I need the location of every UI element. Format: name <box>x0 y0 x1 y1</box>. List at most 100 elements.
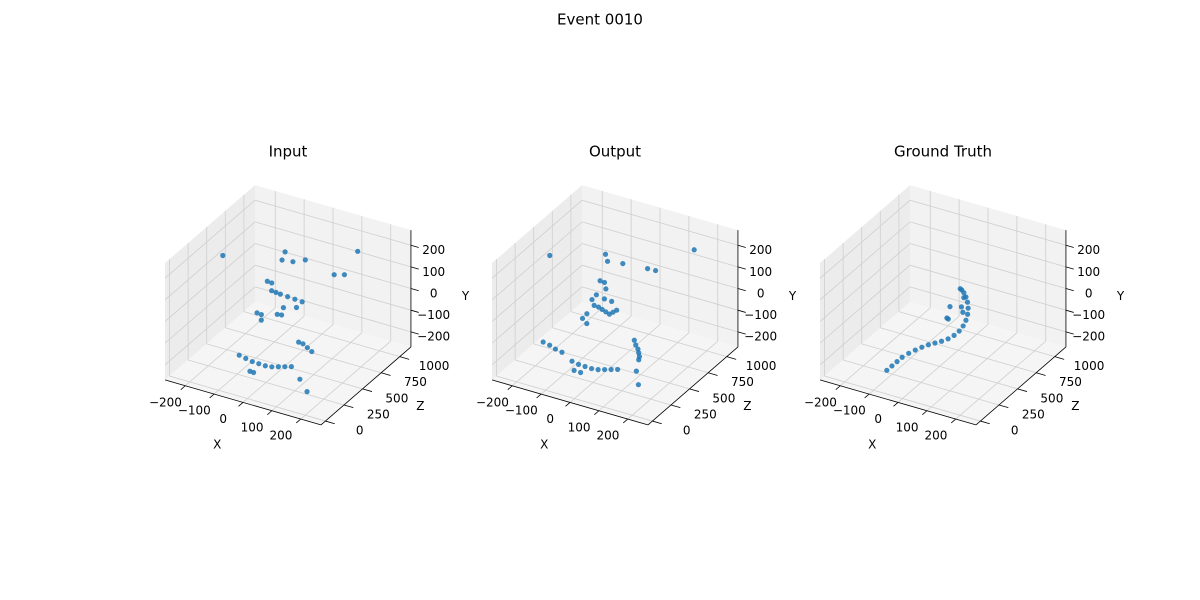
grid-line <box>271 332 363 412</box>
tick-mark <box>325 420 335 425</box>
point <box>945 336 951 342</box>
point <box>547 252 553 259</box>
point <box>243 355 249 361</box>
point <box>258 317 264 323</box>
tick-mark <box>410 288 419 292</box>
x-tick-label: 100 <box>568 420 591 434</box>
tick-mark <box>399 356 410 360</box>
point <box>884 367 890 373</box>
y-tick-label: 100 <box>1077 265 1100 279</box>
point <box>608 366 614 373</box>
point <box>957 286 963 292</box>
grid-line <box>164 286 256 366</box>
point <box>577 369 584 376</box>
tick-mark <box>507 385 513 390</box>
tick-mark <box>410 309 419 313</box>
tick-mark <box>737 244 746 248</box>
grid-line <box>254 264 412 311</box>
grid-line <box>819 286 911 366</box>
x-axis-label: X <box>868 438 876 452</box>
point <box>601 296 607 302</box>
tick-mark <box>295 418 301 424</box>
point <box>635 382 642 388</box>
point <box>256 361 262 367</box>
point <box>919 344 925 350</box>
tick-mark <box>737 309 746 313</box>
grid-line <box>843 359 1000 406</box>
y-tick-label: 200 <box>422 243 445 257</box>
point <box>559 349 565 355</box>
x-tick-label: 200 <box>269 429 292 443</box>
tick-mark <box>737 266 746 270</box>
tick-mark <box>893 402 899 407</box>
tick-mark <box>835 385 841 390</box>
grid-line <box>496 375 653 422</box>
point <box>300 341 306 347</box>
x-tick-label: 0 <box>546 412 554 426</box>
point <box>947 304 953 310</box>
subplot-title: Input <box>269 143 308 161</box>
point <box>277 291 283 297</box>
grid-line <box>243 311 400 358</box>
grid-line <box>880 327 1037 374</box>
x-tick-label: −200 <box>804 395 837 409</box>
grid-line <box>491 286 583 366</box>
grid-line <box>824 375 981 422</box>
point <box>584 311 590 317</box>
x-tick-label: −200 <box>149 395 182 409</box>
grid-line <box>570 311 727 358</box>
point <box>269 364 275 370</box>
point <box>288 364 294 370</box>
point <box>609 298 615 305</box>
point <box>540 339 546 345</box>
y-axis-label: Y <box>788 289 797 303</box>
z-axis-line <box>975 346 1067 426</box>
grid-line <box>909 264 1067 311</box>
point <box>633 342 639 348</box>
x-tick-label: 0 <box>874 412 882 426</box>
grid-line <box>627 340 718 420</box>
x-tick-label: 100 <box>241 420 264 434</box>
grid-line <box>581 199 739 246</box>
x-tick-label: −100 <box>833 404 866 418</box>
tick-mark <box>950 418 956 424</box>
subplot-title: Output <box>589 143 641 161</box>
point <box>951 332 957 338</box>
y-tick-label: 0 <box>1085 286 1093 300</box>
point <box>341 272 348 278</box>
z-axis-label: Z <box>1071 399 1079 413</box>
grid-line <box>955 340 1046 420</box>
tick-mark <box>726 356 737 360</box>
point <box>894 359 900 365</box>
point <box>571 367 577 374</box>
tick-mark <box>410 331 419 335</box>
point <box>249 358 255 365</box>
y-tick-label: 100 <box>422 265 445 279</box>
point <box>264 278 270 284</box>
tick-mark <box>708 372 718 376</box>
x-axis-line <box>164 379 322 426</box>
z-axis-label: Z <box>743 399 751 413</box>
tick-mark <box>362 388 373 392</box>
z-tick-label: 0 <box>356 423 364 437</box>
subplot-title: Ground Truth <box>894 143 992 161</box>
grid-line <box>909 199 1067 246</box>
grid-line <box>868 315 960 395</box>
point <box>273 289 279 296</box>
point <box>620 260 626 267</box>
z-tick-label: 750 <box>731 375 754 389</box>
point <box>691 247 697 253</box>
grid-line <box>598 332 690 412</box>
z-tick-label: 750 <box>1059 375 1082 389</box>
tick-mark <box>1065 266 1074 270</box>
tick-mark <box>343 404 354 409</box>
grid-line <box>254 243 412 289</box>
y-tick-label: −200 <box>417 330 450 344</box>
point <box>258 311 264 318</box>
grid-line <box>164 264 256 344</box>
z-axis-line <box>647 346 739 426</box>
x-tick-label: 100 <box>896 420 919 434</box>
grid-line <box>819 199 911 279</box>
point <box>279 257 285 263</box>
tick-mark <box>410 244 419 248</box>
